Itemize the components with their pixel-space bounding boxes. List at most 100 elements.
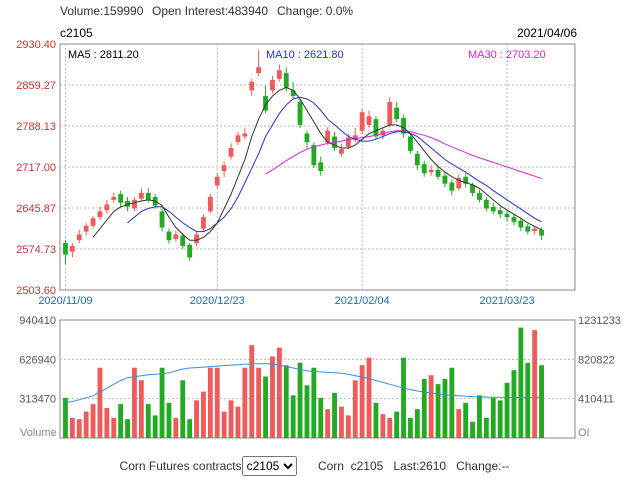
candle bbox=[166, 228, 172, 244]
volume-bar bbox=[304, 385, 310, 438]
volume-bar bbox=[477, 395, 482, 438]
candle bbox=[138, 188, 144, 202]
volume-bar bbox=[69, 417, 75, 438]
candle bbox=[318, 156, 324, 176]
volume-bar bbox=[111, 417, 117, 438]
volume-bar bbox=[539, 365, 544, 438]
volume-bar bbox=[132, 367, 137, 438]
candle bbox=[118, 190, 124, 207]
candle bbox=[221, 161, 227, 177]
volume-tick-label: 626940 bbox=[19, 354, 56, 366]
volume-bar bbox=[118, 404, 124, 438]
candle bbox=[235, 131, 241, 146]
volume-tick-label: 313470 bbox=[19, 394, 56, 406]
candle bbox=[518, 218, 524, 231]
volume-bar bbox=[525, 362, 531, 438]
volume-bar bbox=[97, 367, 103, 438]
volume-tick-label: 940410 bbox=[19, 315, 56, 327]
price-tick-label: 2930.40 bbox=[16, 39, 56, 51]
volume-bar bbox=[138, 380, 144, 438]
candle bbox=[428, 165, 434, 176]
date-tick-label: 2020/12/23 bbox=[190, 295, 245, 307]
volume-bar bbox=[449, 367, 455, 438]
volume-bar bbox=[456, 409, 462, 438]
volume-bar bbox=[421, 379, 427, 438]
volume-bar bbox=[180, 380, 186, 438]
volume-bar bbox=[366, 357, 372, 438]
candle bbox=[339, 143, 344, 157]
date-label: 2021/04/06 bbox=[516, 26, 577, 40]
legend-ma10: MA10 : 2621.80 bbox=[266, 49, 344, 61]
candle bbox=[483, 196, 489, 212]
oi-tick-label: 1231233 bbox=[578, 315, 621, 327]
volume-axis-label: Volume bbox=[20, 427, 57, 439]
ma10-line bbox=[127, 96, 542, 233]
candle bbox=[201, 214, 206, 232]
candle bbox=[366, 110, 372, 128]
legend-ma30: MA30 : 2703.20 bbox=[468, 49, 546, 61]
volume-bar bbox=[221, 411, 227, 438]
candle bbox=[187, 243, 193, 261]
volume-bar bbox=[283, 365, 289, 438]
volume-bar bbox=[470, 421, 475, 438]
volume-bar bbox=[152, 415, 158, 438]
candle bbox=[504, 210, 510, 222]
volume-ticks: 940410 626940 313470 1231233 820822 410411 bbox=[19, 315, 621, 406]
ma5-line bbox=[92, 86, 542, 241]
volume-bar bbox=[242, 367, 248, 438]
volume-bar bbox=[166, 402, 172, 438]
volume-bar bbox=[256, 367, 262, 438]
footer-right-symbol: c2105 bbox=[350, 459, 384, 473]
candle bbox=[490, 202, 496, 215]
candle bbox=[456, 174, 462, 191]
price-tick-label: 2574.73 bbox=[16, 244, 56, 256]
footer-right-product: Corn bbox=[317, 459, 344, 473]
candle bbox=[90, 215, 96, 229]
volume-bar bbox=[490, 397, 496, 438]
volume-bars bbox=[63, 327, 544, 438]
candle bbox=[408, 132, 413, 154]
footer-product: Corn bbox=[119, 459, 146, 473]
volume-bar bbox=[263, 376, 268, 438]
volume-bar bbox=[428, 375, 434, 438]
volume-bar bbox=[83, 411, 89, 438]
footer-type-label: Futures contracts bbox=[148, 459, 242, 473]
candle bbox=[477, 189, 482, 203]
candle bbox=[256, 49, 262, 76]
volume-bar bbox=[401, 357, 406, 438]
candle bbox=[359, 108, 365, 134]
contract-select[interactable]: c2105 bbox=[241, 456, 297, 476]
oi-tick-label: 410411 bbox=[578, 394, 614, 406]
candle bbox=[207, 194, 213, 214]
volume-panel bbox=[59, 319, 576, 439]
volume-bar bbox=[159, 367, 165, 438]
symbol-label: c2105 bbox=[60, 26, 93, 40]
volume-bar bbox=[235, 406, 241, 438]
candle bbox=[76, 229, 82, 244]
volume-bar bbox=[394, 411, 400, 438]
price-tick-label: 2788.13 bbox=[16, 121, 56, 133]
volume-bar bbox=[201, 391, 206, 438]
header-open-interest: Open Interest:483940 bbox=[152, 4, 269, 18]
volume-bar bbox=[380, 414, 386, 438]
volume-bar bbox=[207, 367, 213, 438]
candle bbox=[511, 213, 517, 226]
candle bbox=[497, 206, 503, 219]
volume-bar bbox=[297, 362, 303, 438]
candle bbox=[194, 230, 199, 246]
volume-bar bbox=[270, 356, 275, 438]
candle bbox=[394, 101, 400, 123]
candle bbox=[276, 64, 282, 82]
candle bbox=[414, 150, 420, 170]
volume-bar bbox=[345, 415, 351, 438]
candle bbox=[228, 143, 234, 160]
candle bbox=[421, 160, 427, 177]
legend-ma5: MA5 : 2811.20 bbox=[68, 49, 139, 61]
volume-grid bbox=[60, 358, 575, 400]
candle bbox=[132, 196, 137, 212]
volume-bar bbox=[435, 384, 441, 438]
volume-bar bbox=[352, 380, 358, 438]
candle bbox=[304, 130, 310, 148]
volume-bar bbox=[483, 417, 489, 438]
footer-last: Last:2610 bbox=[393, 459, 447, 473]
